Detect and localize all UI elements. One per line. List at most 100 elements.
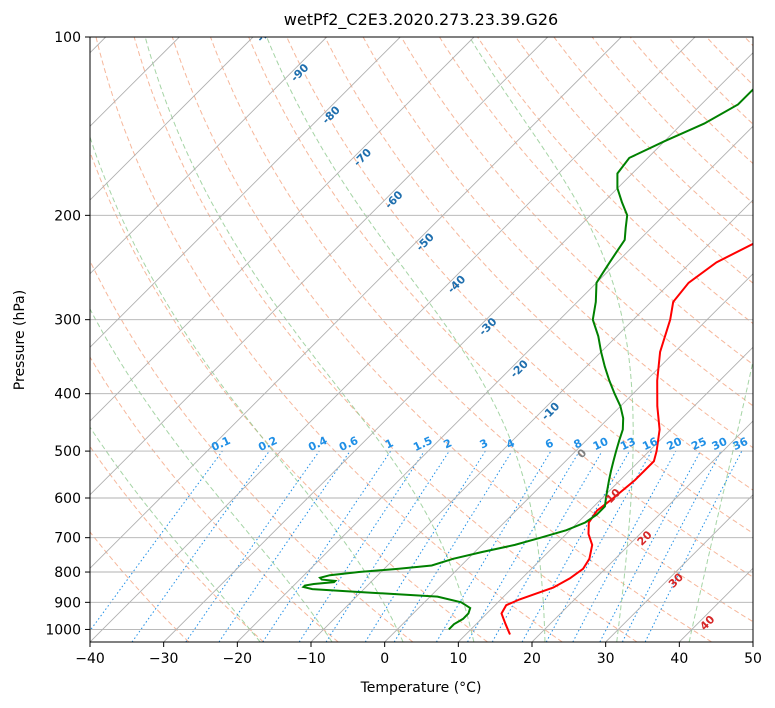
dry-adiabat [667, 37, 753, 125]
background-lines [0, 0, 775, 642]
mixing-ratio-label: 3 [478, 436, 490, 451]
mixing-ratio-line [393, 450, 513, 642]
y-tick-label: 800 [54, 565, 81, 581]
moist-adiabat [90, 135, 404, 642]
dry-adiabat [171, 37, 712, 642]
mixing-ratio-line [262, 450, 392, 642]
moist-adiabat [90, 426, 261, 642]
isotherm-label: 30 [666, 570, 686, 590]
y-tick-label: 200 [54, 208, 81, 224]
isotherm [90, 37, 254, 201]
mixing-ratio-line [545, 450, 653, 642]
moist-adiabat [90, 308, 333, 642]
y-tick-label: 100 [54, 30, 81, 46]
mixing-ratio-label: 6 [543, 436, 556, 451]
moist-adiabat [266, 37, 546, 642]
isotherm [90, 37, 549, 496]
moist-adiabat [688, 358, 753, 642]
dry-adiabat [705, 37, 753, 86]
mixing-ratio-line [298, 450, 425, 642]
mixing-ratio-line [644, 450, 743, 642]
isotherm-label: -80 [320, 103, 343, 126]
dry-adiabat [90, 445, 264, 642]
x-tick-label: −40 [75, 651, 105, 667]
x-tick-label: −30 [149, 651, 179, 667]
isotherm [90, 37, 401, 348]
dry-adiabat [476, 37, 753, 325]
mixing-ratio-line [621, 450, 722, 642]
dry-adiabat [515, 37, 753, 284]
dry-adiabat [591, 37, 753, 204]
mixing-ratio-label: 20 [665, 435, 685, 453]
mixing-ratio-label: 4 [504, 436, 517, 451]
dry-adiabat [90, 356, 339, 642]
isotherm [384, 273, 753, 642]
y-axis-label: Pressure (hPa) [12, 290, 28, 390]
y-tick-label: 500 [54, 444, 81, 460]
mixing-ratio-label: 13 [618, 435, 637, 453]
mixing-ratio-line [599, 450, 701, 642]
moist-adiabat [144, 37, 475, 642]
isotherm-label: -40 [445, 273, 468, 296]
isotherm [90, 37, 696, 642]
mixing-ratio-line [90, 450, 223, 632]
x-tick-label: 40 [670, 651, 688, 667]
x-axis-label: Temperature (°C) [360, 680, 482, 696]
isotherm [236, 125, 753, 642]
x-tick-label: 10 [449, 651, 467, 667]
dry-adiabat [286, 37, 753, 534]
mixing-ratio-line [185, 450, 320, 642]
isotherm-label: -50 [414, 230, 437, 253]
mixing-ratio-label: 2 [442, 436, 454, 451]
isotherm [310, 199, 753, 642]
mixing-ratio-label: 1 [383, 436, 395, 451]
y-tick-label: 700 [54, 531, 81, 547]
mixing-ratio-line [218, 450, 351, 642]
x-tick-label: −20 [223, 651, 253, 667]
data-series [301, 88, 753, 635]
dry-adiabat [90, 150, 488, 642]
dry-adiabat [133, 37, 638, 642]
axes: −40 −30 −20 −10 0 10 20 30 40 50 1000 900 800 700 600 5… [45, 30, 762, 667]
y-tick-label: 600 [54, 491, 81, 507]
mixing-ratio-label: 10 [591, 435, 611, 453]
mixing-ratio-line [521, 450, 630, 642]
isotherm [457, 346, 753, 642]
isotherm [90, 37, 475, 422]
isotherm-label: 40 [697, 613, 717, 633]
x-tick-label: 30 [597, 651, 615, 667]
x-tick-label: 20 [523, 651, 541, 667]
y-tick-label: 1000 [45, 622, 81, 638]
x-tick-label: 50 [744, 651, 762, 667]
background-curve [0, 0, 267, 612]
mixing-ratio-label: 30 [710, 435, 730, 453]
dry-adiabat [744, 37, 753, 47]
isotherm-label: -10 [539, 400, 562, 423]
temperature-line [500, 242, 753, 635]
isotherm-label: -90 [288, 61, 311, 84]
mixing-ratio-line [131, 450, 270, 642]
dry-adiabat [400, 37, 753, 407]
dry-adiabat [209, 37, 753, 623]
moist-adiabat [469, 37, 634, 642]
isotherm [752, 641, 753, 642]
mixing-ratio-line [325, 450, 450, 642]
chart-title: wetPf2_C2E3.2020.273.23.39.G26 [284, 10, 558, 30]
dry-adiabat [438, 37, 753, 366]
background-curve [0, 0, 341, 612]
dry-adiabat [324, 37, 753, 491]
y-tick-label: 900 [54, 595, 81, 611]
mixing-ratio-label: 36 [731, 435, 751, 453]
isotherm [163, 52, 753, 642]
dry-adiabat [362, 37, 753, 449]
isotherm-label: -30 [476, 315, 499, 338]
isotherm [90, 37, 622, 569]
mixing-ratio-label: 25 [689, 435, 708, 453]
x-tick-label: 0 [380, 651, 389, 667]
dry-adiabat [732, 0, 775, 642]
isotherm-label: -20 [508, 357, 531, 380]
isotherm [605, 494, 753, 642]
mixing-ratio-line [572, 450, 677, 642]
dry-adiabat [90, 531, 190, 642]
